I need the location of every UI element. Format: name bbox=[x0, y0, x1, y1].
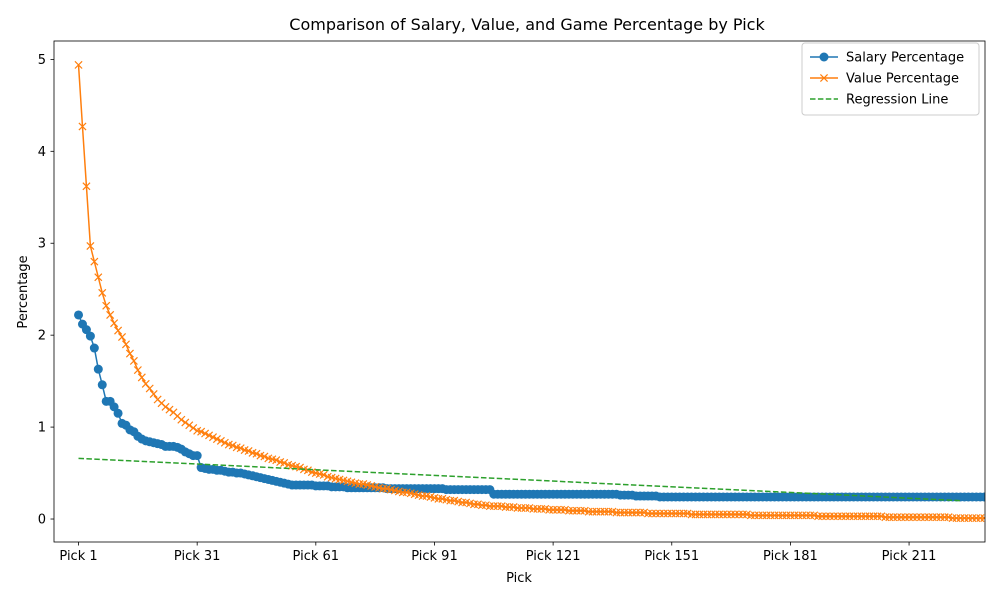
salary-percentage-point bbox=[81, 325, 91, 335]
salary-percentage-point bbox=[97, 380, 107, 390]
value-percentage-point bbox=[272, 456, 281, 465]
salary-percentage-point bbox=[74, 310, 84, 320]
axes-layer: Pick 1 Pick 31 Pick 61 Pick 91 Pick 121 Pick … bbox=[38, 40, 986, 564]
salary-percentage-point bbox=[192, 451, 202, 461]
y-tick-label: 3 bbox=[38, 237, 46, 252]
y-tick-label: 4 bbox=[38, 145, 46, 160]
value-percentage-point bbox=[208, 433, 218, 442]
value-percentage-point bbox=[137, 373, 146, 382]
value-percentage-point bbox=[295, 463, 305, 472]
legend-value-percentage-label: Value Percentage bbox=[846, 72, 959, 87]
salary-percentage-point bbox=[113, 408, 123, 418]
x-tick-label: Pick 181 bbox=[763, 549, 818, 564]
value-percentage-point bbox=[280, 458, 289, 467]
value-percentage-point bbox=[86, 241, 95, 251]
value-percentage-point bbox=[236, 444, 245, 453]
value-percentage-point bbox=[94, 273, 103, 282]
salary-percentage-point bbox=[89, 343, 99, 353]
value-percentage-point bbox=[161, 402, 170, 411]
y-tick-label: 1 bbox=[38, 421, 46, 436]
legend-regression-line-label: Regression Line bbox=[846, 93, 948, 108]
value-percentage-point bbox=[145, 384, 154, 393]
x-tick-label: Pick 151 bbox=[644, 549, 699, 564]
salary-percentage-point bbox=[85, 331, 95, 341]
x-tick-label: Pick 31 bbox=[174, 549, 221, 564]
value-percentage-point bbox=[90, 257, 99, 266]
chart-title: Comparison of Salary, Value, and Game Pe… bbox=[289, 15, 765, 34]
x-tick-label: Pick 91 bbox=[411, 549, 458, 564]
regression-line-line bbox=[78, 457, 961, 502]
value-percentage-point bbox=[74, 60, 83, 69]
value-percentage-point bbox=[129, 356, 138, 365]
salary-percentage-point bbox=[93, 364, 103, 374]
value-percentage-point bbox=[228, 441, 237, 450]
salary-percentage-point bbox=[979, 492, 985, 502]
value-percentage-point bbox=[244, 446, 253, 456]
y-tick-label: 5 bbox=[38, 53, 46, 68]
legend-salary-percentage-label: Salary Percentage bbox=[846, 51, 964, 66]
value-percentage-point bbox=[303, 466, 312, 475]
x-axis-label: Pick bbox=[506, 571, 532, 586]
value-percentage-point bbox=[197, 427, 206, 436]
value-percentage-point bbox=[201, 429, 210, 438]
value-percentage-point bbox=[125, 349, 134, 358]
y-tick-label: 0 bbox=[38, 513, 46, 528]
value-percentage-point bbox=[205, 431, 214, 440]
value-percentage-point bbox=[980, 514, 985, 523]
value-percentage-point bbox=[106, 310, 115, 319]
value-percentage-markers bbox=[74, 60, 985, 523]
value-percentage-point bbox=[216, 436, 225, 445]
y-tick-label: 2 bbox=[38, 329, 46, 344]
value-percentage-point bbox=[181, 418, 190, 427]
value-percentage-point bbox=[177, 415, 186, 424]
legend: Salary Percentage Value Percentage Regress… bbox=[801, 42, 980, 116]
value-percentage-point bbox=[220, 438, 229, 447]
series-layer bbox=[74, 60, 985, 523]
value-percentage-point bbox=[114, 326, 123, 335]
legend-value-percentage-marker bbox=[819, 73, 829, 83]
y-axis-label: Percentage bbox=[16, 255, 31, 328]
value-percentage-point bbox=[98, 288, 107, 297]
legend-box bbox=[801, 42, 980, 116]
value-percentage-point bbox=[78, 122, 87, 131]
value-percentage-point bbox=[110, 319, 119, 328]
value-percentage-point bbox=[185, 421, 194, 430]
x-tick-label: Pick 121 bbox=[526, 549, 581, 564]
value-percentage-point bbox=[121, 340, 131, 349]
value-percentage-point bbox=[82, 182, 91, 191]
value-percentage-point bbox=[252, 449, 261, 458]
salary-percentage-point bbox=[109, 402, 119, 412]
value-percentage-point bbox=[118, 332, 127, 342]
value-percentage-point bbox=[260, 452, 269, 461]
value-percentage-point bbox=[133, 366, 142, 375]
value-percentage-point bbox=[102, 301, 111, 310]
value-percentage-point bbox=[189, 423, 198, 433]
value-percentage-point bbox=[319, 470, 328, 479]
value-percentage-point bbox=[165, 405, 174, 414]
plot-frame bbox=[53, 40, 986, 543]
legend-salary-percentage-marker bbox=[819, 52, 829, 62]
value-percentage-point bbox=[212, 435, 221, 444]
x-tick-label: Pick 61 bbox=[293, 549, 340, 564]
x-tick-label: Pick 211 bbox=[882, 549, 937, 564]
value-percentage-point bbox=[149, 389, 158, 399]
x-tick-label: Pick 1 bbox=[59, 549, 97, 564]
